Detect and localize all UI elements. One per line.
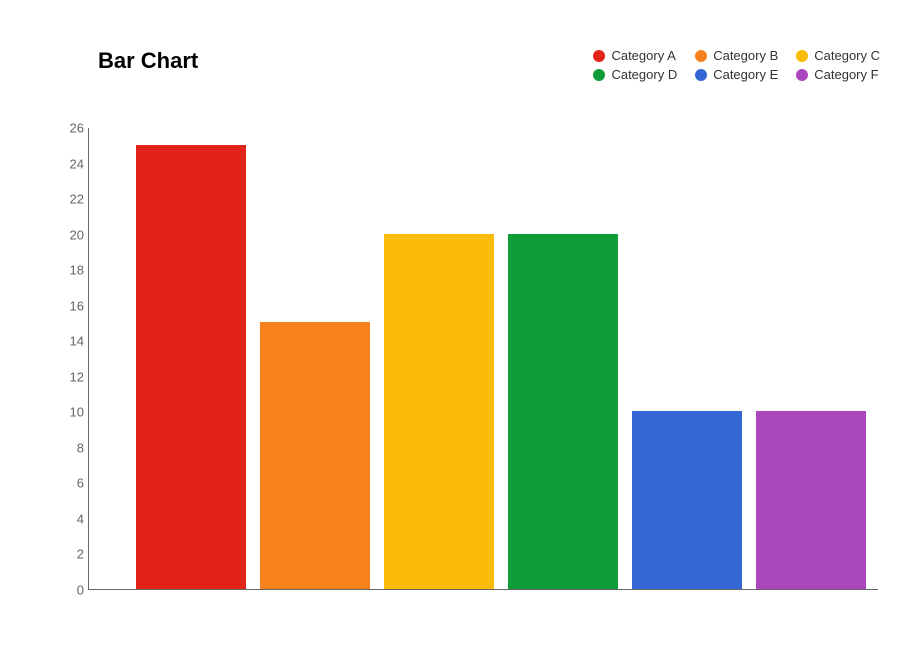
y-tick-label: 24: [48, 156, 84, 171]
legend-label: Category A: [611, 48, 675, 63]
y-tick-label: 26: [48, 121, 84, 136]
legend-item: Category C: [796, 48, 880, 63]
legend-swatch: [593, 50, 605, 62]
legend-swatch: [593, 69, 605, 81]
legend-swatch: [796, 69, 808, 81]
y-tick-label: 10: [48, 405, 84, 420]
legend-label: Category D: [611, 67, 677, 82]
y-tick-label: 2: [48, 547, 84, 562]
legend-swatch: [796, 50, 808, 62]
chart-title: Bar Chart: [98, 48, 198, 74]
legend-label: Category E: [713, 67, 778, 82]
y-tick-label: 6: [48, 476, 84, 491]
bar: [136, 145, 246, 589]
chart-plot-area: 02468101214161820222426: [88, 128, 878, 590]
bar: [260, 322, 370, 589]
bar: [756, 411, 866, 589]
y-tick-label: 12: [48, 369, 84, 384]
legend-item: Category A: [593, 48, 677, 63]
bar: [508, 234, 618, 589]
y-tick-label: 18: [48, 263, 84, 278]
legend-swatch: [695, 69, 707, 81]
chart-legend: Category A Category B Category C Category D…: [593, 48, 880, 82]
legend-item: Category D: [593, 67, 677, 82]
legend-item: Category E: [695, 67, 778, 82]
y-axis: 02468101214161820222426: [48, 128, 84, 590]
legend-label: Category F: [814, 67, 878, 82]
y-tick-label: 16: [48, 298, 84, 313]
legend-swatch: [695, 50, 707, 62]
y-tick-label: 8: [48, 440, 84, 455]
bar: [632, 411, 742, 589]
y-tick-label: 0: [48, 583, 84, 598]
legend-label: Category C: [814, 48, 880, 63]
legend-label: Category B: [713, 48, 778, 63]
legend-item: Category F: [796, 67, 880, 82]
bars-container: [88, 128, 878, 590]
y-tick-label: 14: [48, 334, 84, 349]
legend-item: Category B: [695, 48, 778, 63]
y-tick-label: 4: [48, 511, 84, 526]
y-tick-label: 22: [48, 192, 84, 207]
y-tick-label: 20: [48, 227, 84, 242]
bar: [384, 234, 494, 589]
